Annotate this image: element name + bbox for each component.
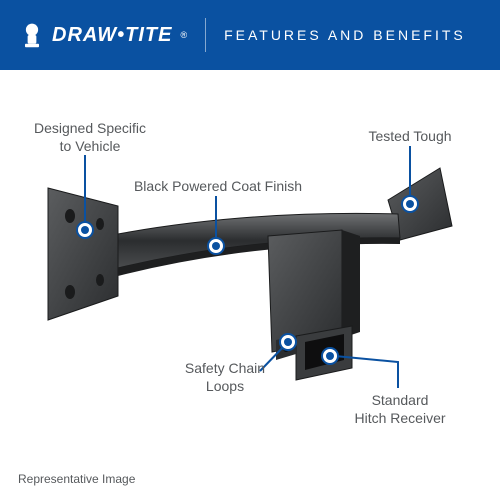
center-bracket <box>268 230 360 352</box>
marker-tested <box>402 196 418 212</box>
receiver-tube <box>276 326 352 380</box>
registered-mark: ® <box>180 30 187 40</box>
marker-finish <box>208 238 224 254</box>
footer-note: Representative Image <box>18 472 135 486</box>
marker-loops <box>280 334 296 350</box>
header-subtitle: FEATURES AND BENEFITS <box>224 27 466 43</box>
right-mount-plate <box>388 168 452 240</box>
marker-designed <box>77 222 93 238</box>
callout-tested: Tested Tough <box>350 128 470 146</box>
left-mount-plate <box>48 188 118 320</box>
brand-name: DRAW•TITE <box>52 24 172 47</box>
hitch-ball-icon <box>18 21 46 49</box>
marker-receiver <box>322 348 338 364</box>
callout-finish: Black Powered Coat Finish <box>118 178 318 196</box>
callout-receiver: Standard Hitch Receiver <box>340 392 460 427</box>
leader-receiver <box>335 356 398 388</box>
callout-loops: Safety Chain Loops <box>170 360 280 395</box>
header-divider <box>205 18 206 52</box>
header-bar: DRAW•TITE ® FEATURES AND BENEFITS <box>0 0 500 70</box>
brand-logo: DRAW•TITE ® <box>18 21 187 49</box>
cross-bar <box>118 213 400 276</box>
callout-designed: Designed Specific to Vehicle <box>20 120 160 155</box>
